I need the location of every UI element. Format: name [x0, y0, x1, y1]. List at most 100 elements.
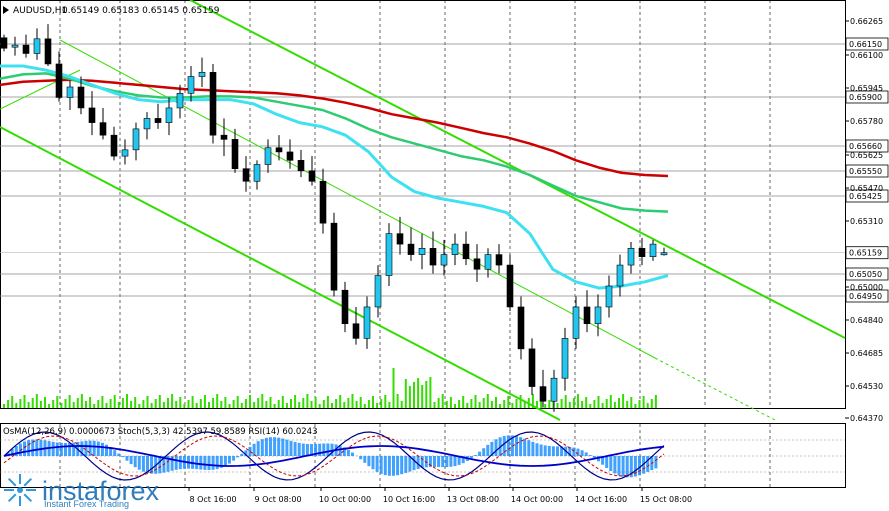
osma-bar [215, 456, 219, 470]
osma-bar [359, 456, 363, 460]
candle-body [198, 72, 206, 77]
collapse-triangle-icon[interactable] [3, 6, 9, 14]
osma-bar [203, 456, 207, 470]
osma-bar [642, 456, 646, 474]
osma-bar [248, 446, 252, 456]
osma-bar [305, 443, 309, 456]
osma-bar [31, 439, 35, 456]
osma-bar [474, 455, 477, 456]
candle-body [528, 348, 536, 387]
osma-bar [88, 440, 92, 456]
candle-body [473, 258, 481, 270]
osma-bar [371, 456, 375, 470]
candle-body [121, 149, 129, 157]
level-label-box [845, 189, 889, 203]
osma-bar [285, 439, 289, 456]
osma-bar [400, 456, 404, 475]
candle-body [231, 139, 239, 169]
candle-body [517, 306, 525, 350]
time-tick-label: 10 Oct 00:00 [319, 495, 371, 504]
osma-bar [199, 456, 203, 470]
osma-bar [236, 456, 240, 458]
osma-bar [412, 456, 416, 471]
osma-bar [572, 447, 576, 456]
osma-bar [453, 456, 457, 467]
level-label-box [845, 139, 889, 153]
osma-bar [289, 440, 293, 456]
indicator-frame [0, 423, 846, 488]
candle-body [88, 107, 96, 123]
osma-bar [428, 456, 432, 468]
osma-bar [519, 437, 523, 456]
price-tick-label: 0.64840 [850, 316, 883, 325]
osma-bar [219, 456, 223, 468]
osma-bar [244, 450, 248, 456]
osma-bar [68, 442, 72, 456]
osma-bar [404, 456, 408, 473]
osma-bar [113, 450, 117, 456]
indicator-panel [0, 431, 845, 481]
candle-body [429, 248, 437, 266]
osma-bar [105, 444, 108, 456]
osma-bar [543, 445, 547, 456]
osma-bar [646, 456, 650, 472]
ema-fast-line [0, 64, 669, 290]
osma-bar [170, 456, 174, 471]
candle-body [143, 118, 151, 130]
price-tick-label: 0.64370 [850, 414, 883, 423]
osma-bar [576, 448, 580, 456]
candle-body [55, 63, 63, 98]
volume-bars [3, 368, 657, 408]
quote-line: 0.65149 0.65183 0.65145 0.65159 [62, 6, 220, 16]
price-tick-label: 0.65310 [850, 217, 883, 226]
osma-bar [601, 456, 605, 465]
time-tick-label: 14 Oct 16:00 [575, 495, 627, 504]
ema-mid-line [0, 72, 669, 213]
osma-bar [556, 446, 559, 456]
candle-body [374, 275, 382, 308]
osma-bar [457, 456, 461, 465]
osma-bar [469, 456, 473, 459]
price-tick-label: 0.65625 [850, 151, 883, 160]
osma-bar [351, 452, 354, 456]
time-tick-label: 9 Oct 08:00 [254, 495, 301, 504]
level-label: 0.65660 [849, 142, 882, 151]
osma-bar [137, 456, 141, 470]
osma-bar [363, 456, 367, 463]
osma-bar [64, 443, 67, 456]
price-tick-label: 0.65000 [850, 283, 883, 292]
osma-bar [314, 443, 318, 456]
candle-body [209, 72, 217, 136]
time-axis[interactable]: 8 Oct 16:00 9 Oct 08:00 10 Oct 00:00 10 Oct… [188, 487, 692, 504]
candle-body [363, 306, 371, 339]
channel-lower-line [0, 126, 561, 421]
osma-bar [84, 440, 88, 456]
osma-bar [14, 445, 18, 456]
price-axis[interactable]: 0.66265 0.66100 0.65945 0.65780 0.65625 0.654… [845, 17, 883, 423]
osma-bar [502, 435, 506, 456]
candle-body [627, 248, 635, 266]
level-label: 0.65900 [849, 93, 882, 102]
osma-bar [39, 439, 43, 456]
candle-body [308, 170, 316, 182]
price-levels: 0.66150 0.65900 0.65660 0.65550 0.65425 0.650… [0, 37, 889, 303]
candle-body [253, 164, 261, 182]
candle-body [462, 243, 470, 260]
time-tick-label: 14 Oct 00:00 [511, 495, 563, 504]
candle-body [605, 285, 613, 308]
level-label-box [845, 90, 889, 104]
main-chart-frame [0, 0, 846, 409]
candle-body [220, 134, 228, 140]
osma-bar [23, 441, 26, 456]
osma-bar [297, 442, 301, 456]
osma-bar [416, 456, 420, 469]
osma-bar [527, 440, 531, 456]
candlesticks [0, 24, 668, 412]
osma-bar [617, 456, 621, 476]
osma-bar [531, 441, 535, 456]
candle-body [506, 264, 514, 308]
rsi-line [3, 445, 665, 467]
osma-bar [232, 456, 236, 461]
osma-bar [625, 456, 629, 478]
